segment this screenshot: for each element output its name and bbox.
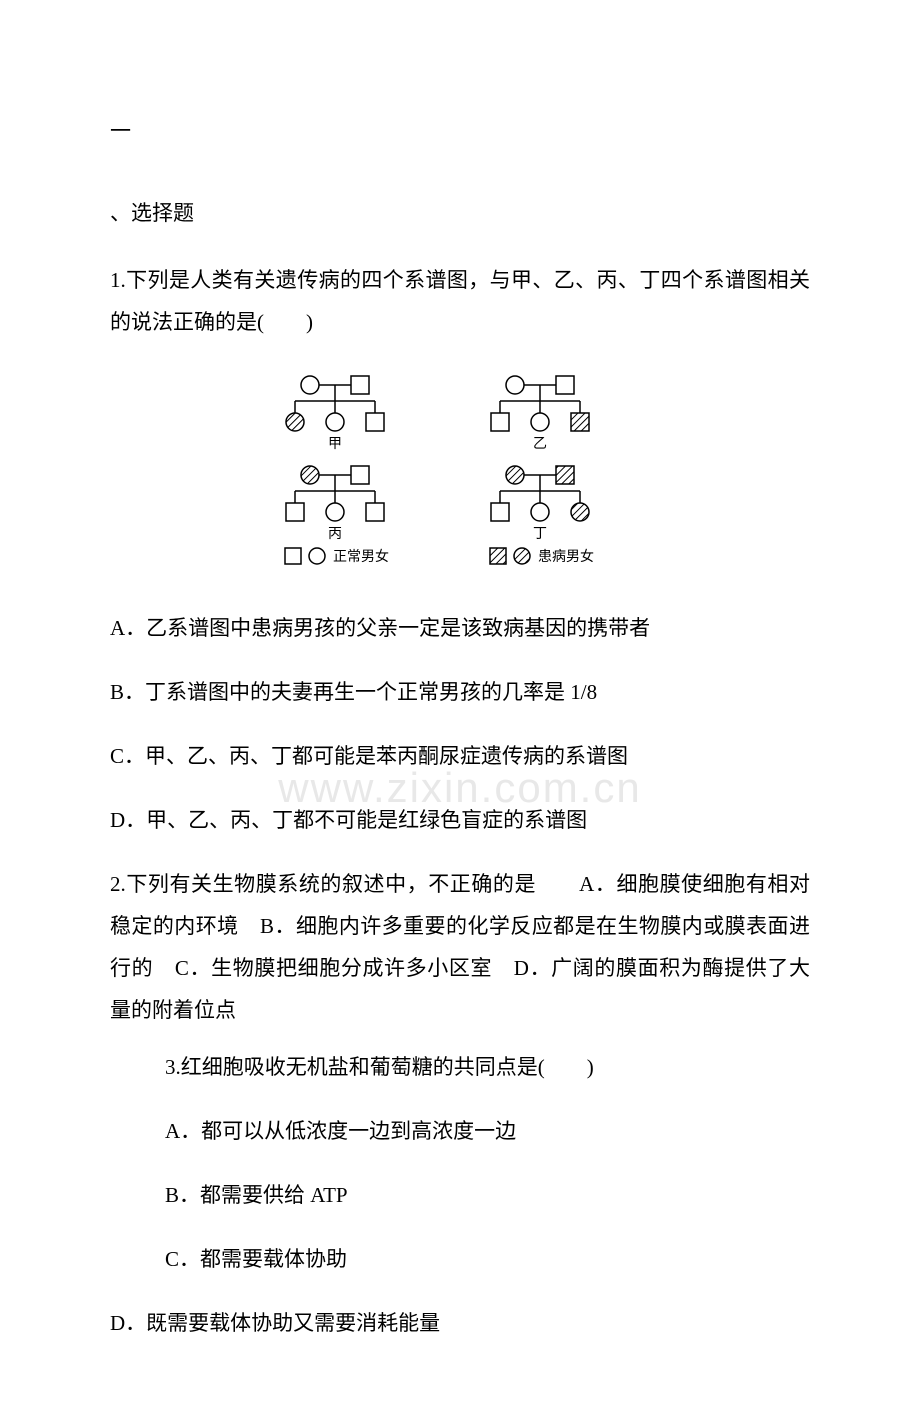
q3-opt-a: A．都可以从低浓度一边到高浓度一边 bbox=[165, 1110, 810, 1152]
q1-opt-a: A．乙系谱图中患病男孩的父亲一定是该致病基因的携带者 bbox=[110, 607, 810, 649]
section-label: 、选择题 bbox=[110, 192, 810, 234]
q1-opt-c: C．甲、乙、丙、丁都可能是苯丙酮尿症遗传病的系谱图 bbox=[110, 735, 810, 777]
q3-stem: 3.红细胞吸收无机盐和葡萄糖的共同点是( ) bbox=[165, 1046, 810, 1088]
label-ding: 丁 bbox=[533, 527, 547, 542]
q1-opt-d: D．甲、乙、丙、丁都不可能是红绿色盲症的系谱图 bbox=[110, 799, 810, 841]
q3-opt-d: D．既需要载体协助又需要消耗能量 bbox=[110, 1302, 810, 1344]
label-bing: 丙 bbox=[328, 527, 342, 542]
q1-opt-b: B．丁系谱图中的夫妻再生一个正常男孩的几率是 1/8 bbox=[110, 671, 810, 713]
q3-opt-c: C．都需要载体协助 bbox=[165, 1238, 810, 1280]
label-jia: 甲 bbox=[328, 437, 342, 452]
pedigree-figure: 甲 乙 bbox=[110, 368, 810, 582]
q3-opt-b: B．都需要供给 ATP bbox=[165, 1174, 810, 1216]
q2-text: 2.下列有关生物膜系统的叙述中，不正确的是 A．细胞膜使细胞有相对稳定的内环境 … bbox=[110, 863, 810, 1031]
label-yi: 乙 bbox=[533, 436, 547, 452]
section-marker: 一 bbox=[110, 110, 810, 152]
q1-stem: 1.下列是人类有关遗传病的四个系谱图，与甲、乙、丙、丁四个系谱图相关的说法正确的… bbox=[110, 259, 810, 343]
legend-affected: 患病男女 bbox=[538, 548, 594, 565]
legend-normal: 正常男女 bbox=[333, 548, 389, 565]
